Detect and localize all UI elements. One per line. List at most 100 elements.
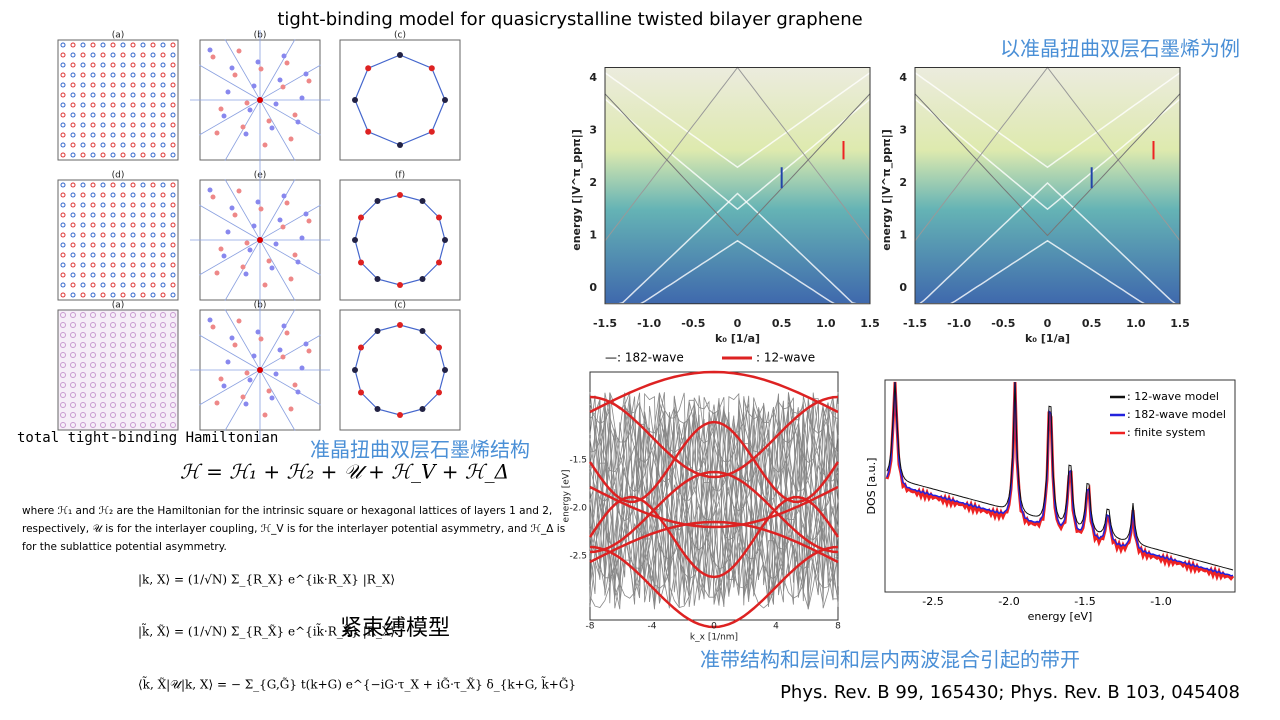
lattice-dot bbox=[140, 382, 146, 388]
lattice-dot bbox=[160, 142, 166, 148]
lattice-dot bbox=[70, 292, 76, 298]
lattice-dot bbox=[130, 122, 136, 128]
x-tick-label: -2.5 bbox=[922, 595, 943, 608]
lattice-dot bbox=[80, 102, 86, 108]
lattice-dot bbox=[150, 202, 156, 208]
lattice-dot bbox=[70, 192, 76, 198]
lattice-dot bbox=[170, 402, 176, 408]
lattice-dot bbox=[170, 232, 176, 238]
lattice-dot bbox=[100, 252, 106, 258]
lattice-dot bbox=[60, 402, 66, 408]
x-tick-label: -1.0 bbox=[947, 317, 971, 330]
lattice-dot bbox=[120, 122, 126, 128]
k-dot bbox=[266, 388, 272, 394]
x-tick-label: 0 bbox=[1044, 317, 1052, 330]
lattice-dot bbox=[90, 272, 96, 278]
lattice-dot bbox=[90, 262, 96, 268]
panel-label: (d) bbox=[112, 171, 125, 181]
lattice-dot bbox=[130, 312, 136, 318]
lattice-dot bbox=[140, 262, 146, 268]
lattice-dot bbox=[70, 122, 76, 128]
lattice-dot bbox=[110, 392, 116, 398]
bz-vertex bbox=[436, 259, 442, 266]
lattice-dot bbox=[110, 232, 116, 238]
bz-vertex bbox=[374, 406, 381, 412]
band-12 bbox=[588, 495, 840, 579]
lattice-dot bbox=[80, 132, 86, 138]
lattice-dot bbox=[60, 372, 66, 378]
lattice-dot bbox=[170, 342, 176, 348]
lattice-dot bbox=[130, 62, 136, 68]
lattice-dot bbox=[60, 222, 66, 228]
bz-vertex bbox=[436, 344, 442, 351]
lattice-dot bbox=[160, 132, 166, 138]
lattice-dot bbox=[60, 292, 66, 298]
lattice-dot bbox=[100, 42, 106, 48]
lattice-dot bbox=[130, 402, 136, 408]
lattice-dot bbox=[130, 392, 136, 398]
lattice-dot bbox=[140, 192, 146, 198]
bz-vertex bbox=[419, 198, 426, 204]
lattice-dot bbox=[140, 352, 146, 358]
lattice-dot bbox=[130, 42, 136, 48]
lattice-dot bbox=[130, 262, 136, 268]
band-frame bbox=[914, 67, 1181, 305]
lattice-dot bbox=[110, 82, 116, 88]
lattice-dot bbox=[170, 212, 176, 218]
k-dot bbox=[277, 347, 283, 353]
lattice-dot bbox=[140, 242, 146, 248]
lattice-dot bbox=[90, 132, 96, 138]
lattice-dot bbox=[90, 182, 96, 188]
k-dot bbox=[251, 223, 257, 229]
lattice-dot bbox=[120, 202, 126, 208]
k-dot bbox=[284, 200, 290, 206]
lattice-dot bbox=[60, 102, 66, 108]
lattice-dot bbox=[100, 322, 106, 328]
lattice-dot bbox=[170, 122, 176, 128]
lattice-dot bbox=[110, 282, 116, 288]
lattice-dot bbox=[120, 422, 126, 428]
lattice-dot bbox=[150, 392, 156, 398]
legend-entry: : 12-wave model bbox=[1127, 390, 1219, 403]
bz-vertex bbox=[419, 406, 426, 412]
lattice-dot bbox=[60, 212, 66, 218]
lattice-dot bbox=[140, 52, 146, 58]
lattice-dot bbox=[110, 152, 116, 158]
lattice-dot bbox=[80, 352, 86, 358]
lattice-dot bbox=[130, 412, 136, 418]
x-tick-label: 0.5 bbox=[1082, 317, 1102, 330]
lattice-dot bbox=[90, 72, 96, 78]
bz-vertex bbox=[397, 142, 403, 148]
lattice-dot bbox=[60, 422, 66, 428]
lattice-dot bbox=[170, 312, 176, 318]
lattice-dot bbox=[70, 132, 76, 138]
lattice-dot bbox=[130, 372, 136, 378]
lattice-dot bbox=[130, 102, 136, 108]
lattice-dot bbox=[160, 72, 166, 78]
lattice-dot bbox=[80, 322, 86, 328]
k-dot bbox=[221, 113, 227, 119]
k-dot bbox=[262, 412, 268, 418]
band-182 bbox=[589, 398, 839, 603]
lattice-dot bbox=[120, 322, 126, 328]
gamma bbox=[257, 237, 263, 243]
lattice-dot bbox=[60, 342, 66, 348]
bz-vertex bbox=[397, 322, 403, 328]
lattice-dot bbox=[120, 372, 126, 378]
k-dot bbox=[281, 193, 287, 199]
y-tick-label: 3 bbox=[589, 124, 597, 137]
lattice-dot bbox=[140, 282, 146, 288]
k-dot bbox=[218, 246, 224, 252]
k-dot bbox=[236, 188, 242, 194]
lattice-dot bbox=[90, 192, 96, 198]
band-12 bbox=[588, 420, 840, 504]
lattice-dot bbox=[80, 192, 86, 198]
bz-vertex bbox=[374, 198, 381, 204]
lattice-dot bbox=[170, 202, 176, 208]
x-tick-label: 0 bbox=[734, 317, 742, 330]
x-tick-label: -8 bbox=[586, 622, 595, 632]
lattice-dot bbox=[70, 342, 76, 348]
lattice-dot bbox=[70, 182, 76, 188]
lattice-dot bbox=[90, 402, 96, 408]
